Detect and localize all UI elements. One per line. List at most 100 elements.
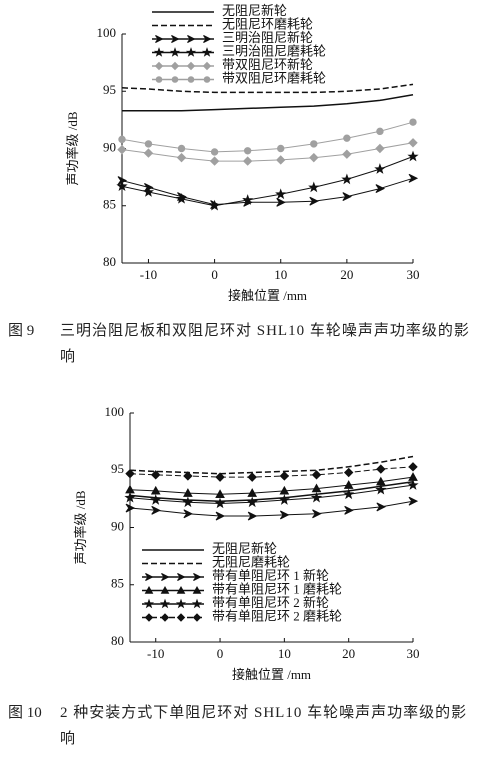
series-line <box>121 121 414 153</box>
legend-label: 三明治阻尼磨耗轮 <box>222 43 326 58</box>
marker <box>125 468 135 479</box>
legend-marker <box>170 61 180 71</box>
legend-marker <box>160 613 170 622</box>
marker <box>342 192 352 202</box>
y-axis-label: 声功率级 /dB <box>73 490 88 564</box>
x-tick-label: 0 <box>211 267 218 282</box>
marker <box>116 180 128 191</box>
marker <box>118 135 126 144</box>
marker <box>175 193 188 204</box>
legend-marker <box>171 35 180 43</box>
series-line <box>121 142 414 162</box>
y-tick-label: 100 <box>97 25 117 40</box>
legend-marker <box>155 76 163 83</box>
legend-marker <box>176 613 186 622</box>
legend-marker <box>159 598 171 609</box>
marker <box>210 148 219 156</box>
marker <box>215 472 225 482</box>
marker <box>343 134 351 142</box>
legend-marker <box>143 598 155 609</box>
legend-label: 带有单阻尼环 1 新轮 <box>212 568 329 583</box>
legend-marker <box>187 35 196 43</box>
marker <box>310 140 318 148</box>
series-line <box>129 500 414 517</box>
series-line <box>121 83 414 94</box>
marker <box>408 496 419 506</box>
y-tick-label: 90 <box>103 139 116 154</box>
y-tick-label: 95 <box>103 82 116 97</box>
marker <box>277 144 285 153</box>
marker <box>275 188 287 200</box>
marker <box>407 479 419 490</box>
marker <box>183 471 193 481</box>
legend-marker <box>144 585 154 594</box>
marker <box>117 144 127 155</box>
marker <box>215 511 226 521</box>
legend-marker <box>160 585 170 594</box>
marker <box>311 470 322 480</box>
caption: 图 10 2 种安装方式下单阻尼环对 SHL10 车轮噪声声功率级的影响 <box>0 700 487 760</box>
marker <box>209 156 220 166</box>
y-tick-label: 85 <box>103 197 116 212</box>
legend-marker <box>192 585 202 594</box>
series-line <box>121 156 414 207</box>
x-tick-label: 0 <box>217 646 224 661</box>
series-line <box>121 177 414 206</box>
marker <box>279 510 290 520</box>
marker <box>309 196 319 206</box>
legend-marker <box>187 76 195 83</box>
marker <box>214 497 226 509</box>
y-tick-label: 80 <box>103 254 116 269</box>
marker <box>376 464 386 474</box>
y-tick-label: 90 <box>111 518 124 533</box>
legend-label: 带有单阻尼环 1 磨耗轮 <box>212 581 342 596</box>
marker <box>183 509 194 519</box>
legend-label: 无阻尼磨耗轮 <box>212 554 290 569</box>
marker <box>343 488 355 500</box>
x-axis-label: 接触位置 /mm <box>228 288 307 303</box>
legend-marker <box>192 613 202 622</box>
marker <box>343 467 354 478</box>
marker <box>409 118 417 126</box>
legend-marker <box>175 598 187 609</box>
legend-label: 无阻尼新轮 <box>222 3 287 18</box>
marker <box>242 156 253 166</box>
legend-label: 无阻尼环磨耗轮 <box>222 16 313 31</box>
marker <box>375 143 385 154</box>
marker <box>125 484 135 494</box>
caption-number: 图 9 <box>8 323 35 339</box>
x-tick-label: -10 <box>147 646 164 661</box>
legend-marker <box>153 47 165 57</box>
marker <box>407 150 419 162</box>
marker <box>375 184 386 194</box>
legend-label: 三明治阻尼新轮 <box>222 30 313 45</box>
marker <box>144 140 153 148</box>
marker <box>182 496 194 508</box>
caption-number: 图 10 <box>8 705 42 721</box>
x-tick-label: 10 <box>278 646 291 661</box>
y-tick-label: 85 <box>111 576 124 591</box>
marker <box>125 503 136 513</box>
legend-marker <box>144 613 154 622</box>
marker <box>183 488 193 497</box>
marker <box>150 494 162 505</box>
marker <box>208 199 221 211</box>
x-tick-label: 20 <box>342 646 355 661</box>
marker <box>151 505 161 515</box>
marker <box>242 194 254 205</box>
marker <box>143 148 154 158</box>
legend-label: 带双阻尼环磨耗轮 <box>222 70 326 85</box>
marker <box>375 483 387 495</box>
series-line <box>129 476 414 495</box>
legend-marker <box>145 573 154 581</box>
caption-text: 三明治阻尼板和双阻尼环对 SHL10 车轮噪声声功率级的影响 <box>60 323 470 365</box>
series-line <box>122 93 414 112</box>
x-tick-label: 30 <box>407 646 420 661</box>
legend-label: 带有单阻尼环 2 磨耗轮 <box>212 608 342 623</box>
marker <box>341 173 353 185</box>
legend-marker <box>191 598 203 609</box>
marker <box>276 197 286 207</box>
legend-marker <box>201 47 213 57</box>
series-line <box>129 480 414 502</box>
legend-marker <box>203 76 211 83</box>
